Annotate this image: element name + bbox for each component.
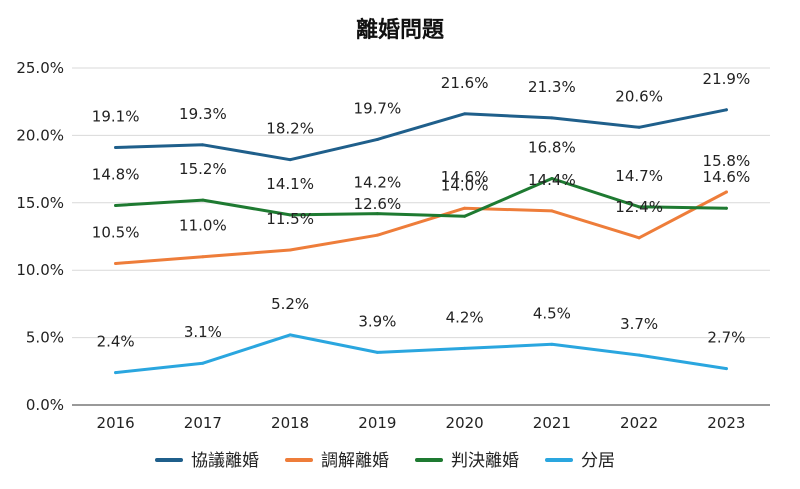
data-label: 14.6% <box>703 168 751 186</box>
data-point <box>724 190 728 194</box>
data-point <box>201 198 205 202</box>
data-point <box>201 255 205 259</box>
data-point <box>201 361 205 365</box>
x-axis: 2016 2017 2018 2019 2020 2021 2022 2023 <box>97 414 746 432</box>
data-label: 18.2% <box>266 120 314 138</box>
data-point <box>724 108 728 112</box>
series-line-4 <box>114 333 728 375</box>
y-tick-label: 10.0% <box>16 261 64 279</box>
data-point <box>288 333 292 337</box>
data-label: 12.6% <box>354 195 402 213</box>
data-point <box>724 206 728 210</box>
data-point <box>114 261 118 265</box>
data-point <box>637 236 641 240</box>
data-point <box>375 233 379 237</box>
x-tick-label: 2019 <box>358 414 396 432</box>
data-label: 4.5% <box>533 304 571 322</box>
data-point <box>637 125 641 129</box>
y-tick-label: 20.0% <box>16 126 64 144</box>
data-point <box>550 177 554 181</box>
data-label: 14.7% <box>615 167 663 185</box>
data-point <box>114 146 118 150</box>
data-label: 21.6% <box>441 74 489 92</box>
data-label: 15.8% <box>703 152 751 170</box>
x-tick-label: 2017 <box>184 414 222 432</box>
data-point <box>637 205 641 209</box>
y-tick-label: 5.0% <box>26 329 64 347</box>
data-point <box>463 206 467 210</box>
data-point <box>724 367 728 371</box>
chart-title: 離婚問題 <box>356 17 445 43</box>
data-label: 16.8% <box>528 139 576 157</box>
data-label: 14.1% <box>266 175 314 193</box>
data-label: 20.6% <box>615 87 663 105</box>
data-labels: 19.1% 19.3% 18.2% 19.7% 21.6% 21.3% 20.6% 21.9%… <box>92 70 750 351</box>
legend-label: 判決離婚 <box>451 451 519 471</box>
data-label: 3.1% <box>184 323 222 341</box>
data-label: 14.8% <box>92 165 140 183</box>
series-line-1 <box>114 108 728 162</box>
data-point <box>201 143 205 147</box>
data-label: 19.7% <box>354 99 402 117</box>
data-point <box>288 248 292 252</box>
x-tick-label: 2020 <box>446 414 484 432</box>
data-label: 14.6% <box>441 168 489 186</box>
data-label: 11.5% <box>266 210 314 228</box>
data-point <box>288 213 292 217</box>
data-label: 19.3% <box>179 105 227 123</box>
data-label: 12.4% <box>615 198 663 216</box>
data-label: 14.0% <box>441 176 489 194</box>
data-point <box>550 342 554 346</box>
series-line-2 <box>114 190 728 265</box>
grid <box>72 67 770 406</box>
data-point <box>114 203 118 207</box>
data-label: 15.2% <box>179 160 227 178</box>
data-point <box>550 209 554 213</box>
data-label: 11.0% <box>179 217 227 235</box>
y-tick-label: 0.0% <box>26 396 64 414</box>
x-tick-label: 2022 <box>620 414 658 432</box>
y-tick-label: 25.0% <box>16 59 64 77</box>
data-label: 3.9% <box>358 312 396 330</box>
y-axis: 0.0% 5.0% 10.0% 15.0% 20.0% 25.0% <box>16 59 64 414</box>
legend-label: 調解離婚 <box>321 451 389 471</box>
data-label: 21.9% <box>703 70 751 88</box>
data-point <box>550 116 554 120</box>
x-tick-label: 2016 <box>97 414 135 432</box>
data-label: 14.4% <box>528 171 576 189</box>
data-label: 14.2% <box>354 174 402 192</box>
data-label: 2.7% <box>707 329 745 347</box>
data-label: 19.1% <box>92 108 140 126</box>
data-point <box>463 214 467 218</box>
data-label: 4.2% <box>446 308 484 326</box>
data-point <box>463 112 467 116</box>
data-point <box>288 158 292 162</box>
data-point <box>114 371 118 375</box>
data-label: 2.4% <box>97 333 135 351</box>
series-lines <box>114 108 728 375</box>
data-point <box>463 346 467 350</box>
data-label: 3.7% <box>620 315 658 333</box>
data-label: 10.5% <box>92 223 140 241</box>
data-point <box>637 353 641 357</box>
x-tick-label: 2018 <box>271 414 309 432</box>
data-point <box>375 137 379 141</box>
data-point <box>375 212 379 216</box>
x-tick-label: 2021 <box>533 414 571 432</box>
data-label: 21.3% <box>528 78 576 96</box>
legend-label: 分居 <box>581 451 615 471</box>
data-label: 5.2% <box>271 295 309 313</box>
y-tick-label: 15.0% <box>16 194 64 212</box>
legend-label: 協議離婚 <box>191 451 259 471</box>
series-line-3 <box>114 177 728 218</box>
data-point <box>375 350 379 354</box>
legend: 協議離婚 調解離婚 判決離婚 分居 <box>155 451 615 471</box>
x-tick-label: 2023 <box>707 414 745 432</box>
